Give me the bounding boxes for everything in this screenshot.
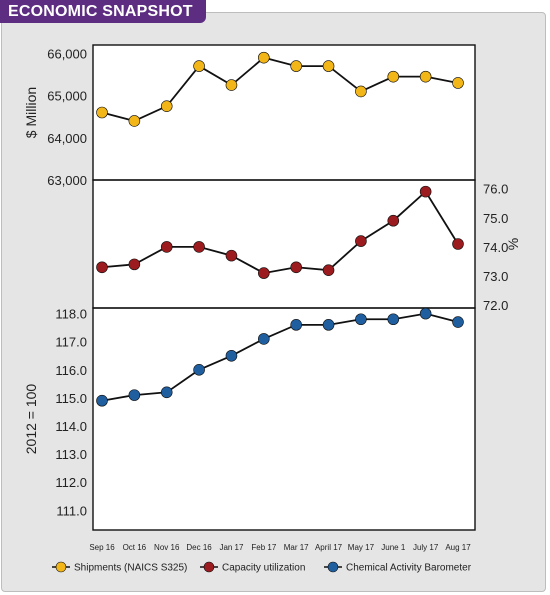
y-tick-label: 73.0	[483, 269, 508, 284]
y-tick-label: 72.0	[483, 298, 508, 313]
data-point	[193, 364, 205, 376]
x-tick-label: Feb 17	[251, 543, 276, 552]
x-tick-label: Oct 16	[123, 543, 147, 552]
y-tick-label: 118.0	[55, 307, 87, 322]
data-point	[160, 241, 173, 253]
legend-marker	[55, 561, 67, 573]
data-point	[355, 235, 367, 247]
legend-label: Capacity utilization	[222, 563, 305, 574]
y-tick-label: 75.0	[483, 211, 508, 226]
y-tick-label: 63,000	[47, 173, 87, 188]
y-tick-label: 113.0	[55, 447, 87, 462]
data-point	[322, 60, 335, 72]
y-axis-label-panel-3: 2012 = 100	[23, 384, 39, 455]
y-axis-label-panel-1: $ Million	[23, 87, 39, 138]
data-point	[258, 51, 270, 64]
y-tick-label: 64,000	[47, 131, 87, 146]
panel-3-border	[92, 307, 476, 531]
x-tick-label: April 17	[315, 543, 343, 552]
x-tick-label: June 1	[381, 543, 406, 552]
y-tick-label: 111.0	[56, 503, 87, 518]
y-tick-label: 114.0	[55, 419, 87, 434]
data-point	[452, 77, 464, 89]
y-tick-label: 115.0	[55, 391, 87, 406]
data-point	[322, 264, 335, 276]
data-point	[387, 214, 400, 227]
data-point	[322, 319, 335, 331]
data-point	[290, 60, 302, 72]
data-point	[96, 106, 108, 119]
legend-label: Chemical Activity Barometer	[346, 563, 472, 574]
data-point	[128, 115, 141, 127]
x-tick-label: May 17	[348, 543, 375, 552]
x-tick-label: Jan 17	[219, 543, 244, 552]
data-point	[96, 394, 108, 407]
x-tick-label: Sep 16	[89, 543, 115, 552]
plot-background	[93, 45, 475, 530]
y-axis-label-panel-2: %	[505, 238, 521, 250]
data-point	[128, 258, 141, 271]
x-tick-label: July 17	[413, 543, 439, 552]
legend-label: Shipments (NAICS S325)	[74, 563, 187, 574]
data-point	[419, 307, 432, 320]
series-line	[101, 190, 459, 275]
legend-marker	[327, 561, 339, 573]
data-point	[387, 313, 400, 326]
y-tick-label: 65,000	[47, 89, 87, 104]
data-point	[193, 60, 205, 72]
data-point	[193, 241, 205, 253]
data-point	[452, 316, 464, 328]
data-point	[355, 85, 367, 98]
data-point	[160, 386, 173, 399]
data-point	[355, 313, 367, 326]
data-point	[452, 238, 464, 250]
data-point	[387, 70, 400, 83]
y-tick-label: 66,000	[47, 46, 87, 61]
x-tick-label: Aug 17	[445, 543, 471, 552]
data-point	[258, 267, 270, 279]
y-tick-label: 112.0	[55, 475, 87, 490]
data-point	[258, 333, 270, 345]
data-point	[225, 249, 238, 262]
data-point	[96, 261, 108, 274]
y-tick-label: 74.0	[483, 240, 508, 255]
y-tick-label: 117.0	[55, 335, 87, 350]
data-point	[225, 349, 238, 362]
data-point	[419, 185, 432, 198]
x-tick-label: Mar 17	[284, 543, 309, 552]
x-tick-label: Dec 16	[186, 543, 212, 552]
x-tick-label: Nov 16	[154, 543, 180, 552]
data-point	[160, 100, 173, 112]
data-point	[290, 319, 302, 331]
snapshot-banner: ECONOMIC SNAPSHOT	[0, 0, 206, 23]
y-tick-label: 76.0	[483, 182, 508, 197]
data-point	[419, 70, 432, 83]
data-point	[225, 79, 238, 91]
data-point	[290, 261, 302, 274]
y-tick-label: 116.0	[55, 363, 87, 378]
legend-marker	[203, 561, 215, 573]
data-point	[128, 389, 141, 401]
